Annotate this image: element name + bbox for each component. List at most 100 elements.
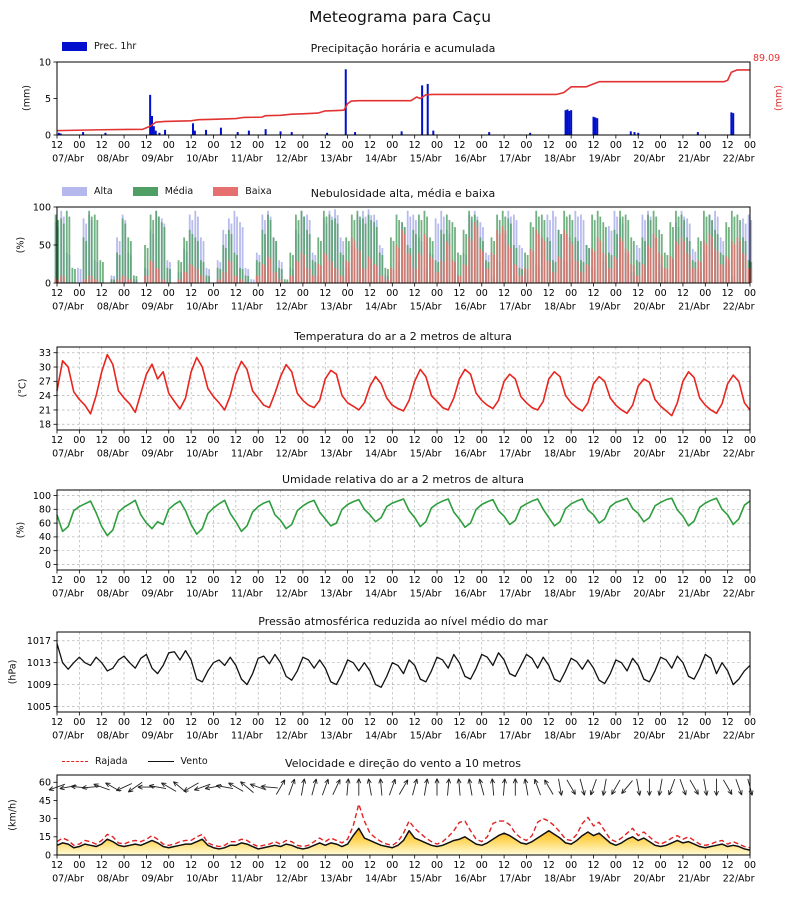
svg-text:00: 00: [297, 140, 309, 151]
svg-text:18/Abr: 18/Abr: [544, 302, 576, 313]
svg-text:19/Abr: 19/Abr: [589, 589, 621, 600]
precip-legend-swatch: [62, 42, 87, 51]
clouds-title: Nebulosidade alta, média e baixa: [310, 187, 496, 200]
svg-text:12: 12: [409, 435, 421, 446]
svg-text:00: 00: [342, 860, 354, 871]
svg-text:00: 00: [699, 860, 711, 871]
svg-text:12: 12: [51, 288, 63, 299]
svg-text:12: 12: [722, 575, 734, 586]
svg-text:00: 00: [655, 435, 667, 446]
svg-text:00: 00: [744, 860, 756, 871]
svg-text:18: 18: [39, 420, 51, 431]
svg-text:00: 00: [520, 435, 532, 446]
svg-text:12: 12: [722, 860, 734, 871]
svg-text:00: 00: [520, 575, 532, 586]
svg-text:20/Abr: 20/Abr: [633, 449, 665, 460]
svg-text:19/Abr: 19/Abr: [589, 154, 621, 165]
svg-text:16/Abr: 16/Abr: [455, 154, 487, 165]
svg-text:13/Abr: 13/Abr: [320, 449, 352, 460]
svg-text:12: 12: [185, 575, 197, 586]
svg-text:15/Abr: 15/Abr: [410, 874, 442, 885]
wind-legend-item-vento: Vento: [147, 756, 208, 767]
svg-text:00: 00: [118, 575, 130, 586]
svg-text:12: 12: [140, 435, 152, 446]
svg-text:12: 12: [230, 717, 242, 728]
svg-text:12/Abr: 12/Abr: [276, 449, 308, 460]
svg-text:20: 20: [39, 546, 51, 557]
svg-text:12: 12: [543, 860, 555, 871]
precip-ylabel: (mm): [21, 85, 33, 111]
clouds-baixa-swatch: [213, 187, 239, 196]
svg-text:27: 27: [39, 377, 51, 388]
svg-text:12: 12: [185, 140, 197, 151]
svg-text:12: 12: [632, 435, 644, 446]
svg-text:12: 12: [185, 717, 197, 728]
svg-text:00: 00: [655, 717, 667, 728]
svg-text:21/Abr: 21/Abr: [678, 731, 710, 742]
svg-text:00: 00: [252, 435, 264, 446]
svg-text:00: 00: [207, 575, 219, 586]
svg-text:00: 00: [73, 435, 85, 446]
svg-text:00: 00: [118, 140, 130, 151]
svg-text:10/Abr: 10/Abr: [186, 731, 218, 742]
svg-text:50: 50: [39, 240, 51, 251]
svg-text:15/Abr: 15/Abr: [410, 449, 442, 460]
svg-text:00: 00: [118, 288, 130, 299]
svg-text:12/Abr: 12/Abr: [276, 302, 308, 313]
svg-text:12: 12: [319, 717, 331, 728]
svg-text:12: 12: [632, 288, 644, 299]
svg-text:12: 12: [364, 140, 376, 151]
svg-text:21/Abr: 21/Abr: [678, 874, 710, 885]
svg-text:00: 00: [744, 575, 756, 586]
svg-text:12: 12: [364, 860, 376, 871]
svg-text:00: 00: [699, 575, 711, 586]
svg-text:12: 12: [409, 860, 421, 871]
svg-text:15/Abr: 15/Abr: [410, 731, 442, 742]
svg-text:24: 24: [39, 391, 51, 402]
svg-text:100: 100: [33, 491, 51, 502]
svg-text:12: 12: [677, 860, 689, 871]
svg-text:07/Abr: 07/Abr: [52, 731, 84, 742]
svg-text:12: 12: [409, 140, 421, 151]
svg-text:0: 0: [45, 278, 51, 289]
svg-text:00: 00: [207, 435, 219, 446]
svg-text:00: 00: [610, 288, 622, 299]
svg-text:08/Abr: 08/Abr: [97, 874, 129, 885]
svg-text:22/Abr: 22/Abr: [723, 589, 755, 600]
svg-text:12: 12: [498, 140, 510, 151]
svg-text:12: 12: [140, 288, 152, 299]
svg-text:09/Abr: 09/Abr: [142, 449, 174, 460]
svg-text:17/Abr: 17/Abr: [499, 302, 531, 313]
svg-text:12: 12: [498, 288, 510, 299]
svg-text:00: 00: [342, 140, 354, 151]
svg-text:07/Abr: 07/Abr: [52, 874, 84, 885]
svg-text:00: 00: [565, 140, 577, 151]
svg-text:00: 00: [565, 435, 577, 446]
svg-text:11/Abr: 11/Abr: [231, 154, 263, 165]
svg-text:00: 00: [118, 717, 130, 728]
svg-text:12: 12: [677, 288, 689, 299]
svg-text:12: 12: [632, 717, 644, 728]
svg-text:12: 12: [453, 860, 465, 871]
svg-text:00: 00: [297, 288, 309, 299]
svg-text:19/Abr: 19/Abr: [589, 449, 621, 460]
svg-text:18/Abr: 18/Abr: [544, 589, 576, 600]
svg-text:12: 12: [453, 575, 465, 586]
svg-text:10: 10: [39, 57, 51, 68]
svg-text:12: 12: [275, 140, 287, 151]
svg-text:12: 12: [409, 575, 421, 586]
svg-text:12: 12: [96, 435, 108, 446]
svg-text:00: 00: [610, 140, 622, 151]
svg-text:00: 00: [342, 575, 354, 586]
hum-title: Umidade relativa do ar a 2 metros de alt…: [281, 473, 525, 486]
svg-text:07/Abr: 07/Abr: [52, 449, 84, 460]
svg-text:00: 00: [655, 140, 667, 151]
svg-text:5: 5: [45, 94, 51, 105]
svg-text:00: 00: [118, 860, 130, 871]
wind-legend-item-rajada: Rajada: [62, 756, 128, 767]
svg-text:12: 12: [51, 717, 63, 728]
svg-text:00: 00: [655, 288, 667, 299]
svg-text:00: 00: [252, 288, 264, 299]
svg-text:00: 00: [73, 140, 85, 151]
svg-text:20/Abr: 20/Abr: [633, 154, 665, 165]
